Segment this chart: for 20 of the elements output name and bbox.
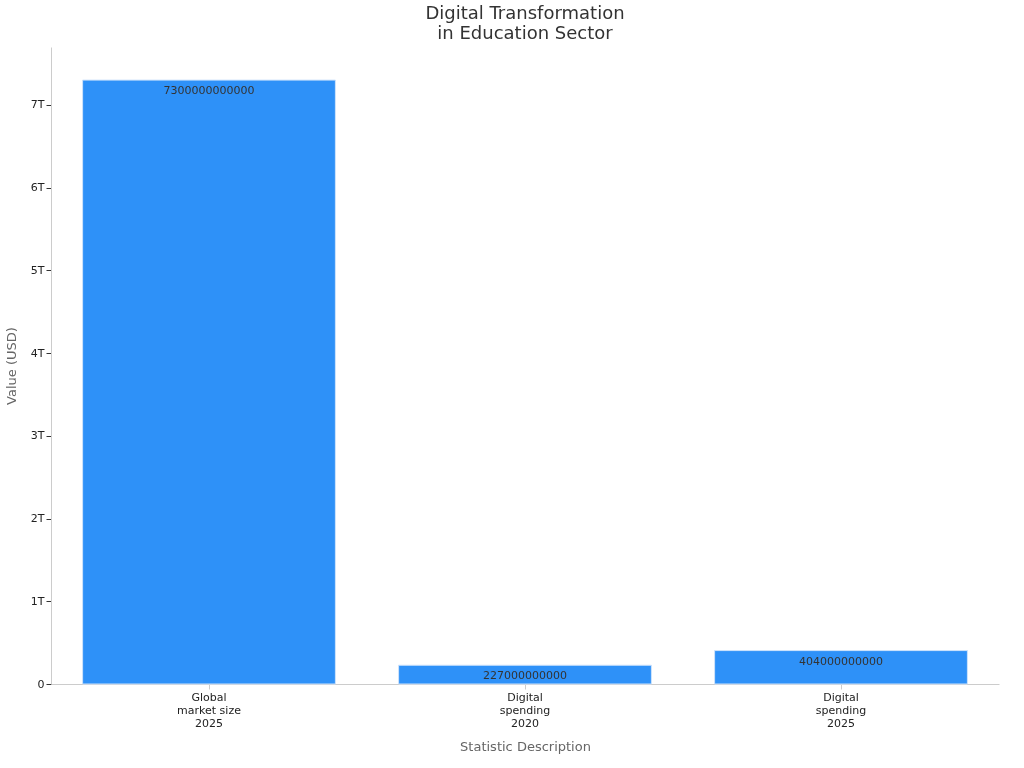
x-tick-label: Digital spending 2020 <box>499 690 551 730</box>
bar <box>714 650 968 685</box>
data-label: 404000000000 <box>799 654 883 668</box>
data-label: 227000000000 <box>483 669 567 683</box>
data-label: 7300000000000 <box>163 84 255 98</box>
y-tick-label: 2T <box>30 512 45 526</box>
bar <box>398 664 652 685</box>
bar <box>82 79 336 685</box>
y-tick-label: 5T <box>30 263 45 277</box>
y-tick-label: 1T <box>30 594 45 608</box>
y-tick-label: 6T <box>30 181 45 195</box>
y-tick-label: 4T <box>30 346 45 360</box>
x-axis-title: Statistic Description <box>460 738 591 754</box>
x-tick-label: Global market size 2025 <box>177 690 242 730</box>
y-tick-label: 0 <box>37 677 45 691</box>
y-axis-title: Value (USD) <box>3 327 19 405</box>
y-tick-label: 7T <box>30 98 45 112</box>
chart-title: Digital Transformation in Education Sector <box>425 2 625 43</box>
x-tick-label: Digital spending 2025 <box>815 690 867 730</box>
y-tick-label: 3T <box>30 429 45 443</box>
